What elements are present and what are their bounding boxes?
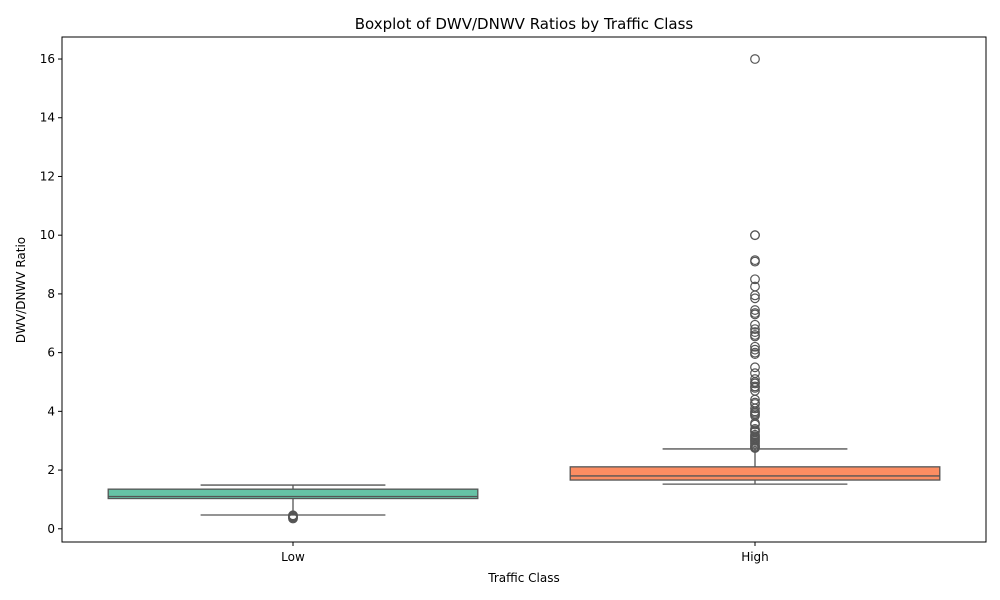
outlier-point: [750, 324, 760, 335]
x-axis-label: Traffic Class: [487, 571, 559, 585]
y-tick-label: 10: [40, 228, 55, 242]
boxes-layer: [107, 54, 941, 524]
y-tick-label: 6: [47, 346, 55, 360]
outlier-point: [750, 382, 760, 393]
y-tick-label: 14: [40, 111, 55, 125]
outlier-point: [750, 230, 760, 241]
outlier-point: [288, 510, 298, 521]
x-axis: Low High: [281, 542, 769, 564]
x-tick-label: Low: [281, 550, 305, 564]
outlier-point: [750, 362, 760, 373]
outlier-point: [750, 349, 760, 359]
outlier-point: [750, 341, 760, 352]
y-tick-label: 4: [47, 404, 55, 418]
outlier-point: [750, 293, 760, 304]
box-iqr: [107, 488, 479, 500]
chart-title: Boxplot of DWV/DNWV Ratios by Traffic Cl…: [355, 15, 694, 33]
outlier-point: [750, 256, 760, 267]
outlier-point: [750, 443, 760, 453]
outlier-point: [750, 290, 760, 301]
outlier-point: [750, 309, 760, 320]
x-tick-label: High: [741, 550, 769, 564]
outlier-point: [750, 305, 760, 315]
y-tick-label: 8: [47, 287, 55, 301]
y-axis-label: DWV/DNWV Ratio: [14, 237, 28, 343]
y-tick-label: 2: [47, 463, 55, 477]
outlier-point: [750, 319, 760, 330]
outlier-point: [750, 274, 760, 285]
plot-frame: [61, 36, 987, 543]
outlier-point: [750, 403, 760, 414]
y-tick-label: 12: [40, 169, 55, 183]
outlier-point: [750, 344, 760, 355]
outlier-point: [750, 327, 760, 337]
y-tick-label: 0: [47, 522, 55, 536]
box-group-low: [107, 484, 479, 524]
box-group-high: [569, 54, 941, 485]
box-iqr: [569, 466, 941, 481]
outlier-point: [750, 378, 760, 389]
y-axis: 0 2 4 6 8 10 12 14 16: [40, 52, 62, 536]
y-tick-label: 16: [40, 52, 55, 66]
outlier-point: [750, 54, 760, 64]
outlier-point: [750, 331, 760, 342]
outlier-point: [750, 419, 760, 430]
